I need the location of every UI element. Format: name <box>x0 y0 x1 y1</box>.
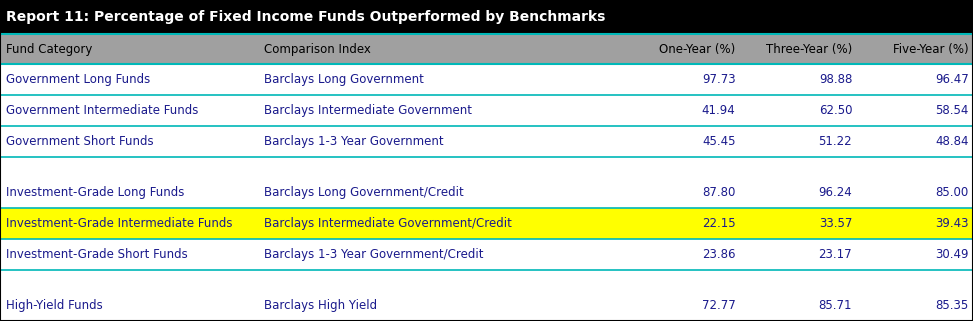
Text: Investment-Grade Short Funds: Investment-Grade Short Funds <box>6 248 188 261</box>
Text: Barclays Intermediate Government/Credit: Barclays Intermediate Government/Credit <box>264 217 512 230</box>
Text: Barclays Intermediate Government: Barclays Intermediate Government <box>264 104 472 117</box>
Text: 72.77: 72.77 <box>702 299 736 312</box>
Bar <box>0 157 973 177</box>
Text: 85.00: 85.00 <box>936 186 969 199</box>
Text: Comparison Index: Comparison Index <box>264 43 371 56</box>
Text: 33.57: 33.57 <box>819 217 852 230</box>
Text: 22.15: 22.15 <box>702 217 736 230</box>
Text: 23.17: 23.17 <box>818 248 852 261</box>
Text: Barclays Long Government/Credit: Barclays Long Government/Credit <box>264 186 463 199</box>
Text: Government Intermediate Funds: Government Intermediate Funds <box>6 104 198 117</box>
Text: Government Short Funds: Government Short Funds <box>6 134 154 148</box>
Text: Investment-Grade Long Funds: Investment-Grade Long Funds <box>6 186 184 199</box>
Text: Three-Year (%): Three-Year (%) <box>766 43 852 56</box>
Text: Barclays High Yield: Barclays High Yield <box>264 299 377 312</box>
Bar <box>0 270 973 290</box>
Text: 98.88: 98.88 <box>819 73 852 86</box>
Text: 30.49: 30.49 <box>935 248 969 261</box>
Text: 87.80: 87.80 <box>703 186 736 199</box>
Text: 48.84: 48.84 <box>935 134 969 148</box>
Bar <box>0 126 973 157</box>
Text: Investment-Grade Intermediate Funds: Investment-Grade Intermediate Funds <box>6 217 233 230</box>
Text: 85.71: 85.71 <box>818 299 852 312</box>
Text: 97.73: 97.73 <box>702 73 736 86</box>
Bar <box>0 239 973 270</box>
Text: 96.47: 96.47 <box>935 73 969 86</box>
Bar <box>0 208 973 239</box>
Text: 58.54: 58.54 <box>936 104 969 117</box>
Text: Barclays 1-3 Year Government/Credit: Barclays 1-3 Year Government/Credit <box>264 248 484 261</box>
Bar <box>0 290 973 321</box>
Text: 23.86: 23.86 <box>702 248 736 261</box>
Text: 51.22: 51.22 <box>818 134 852 148</box>
Text: Report 11: Percentage of Fixed Income Funds Outperformed by Benchmarks: Report 11: Percentage of Fixed Income Fu… <box>6 10 605 24</box>
Text: One-Year (%): One-Year (%) <box>660 43 736 56</box>
Bar <box>0 34 973 64</box>
Text: Barclays 1-3 Year Government: Barclays 1-3 Year Government <box>264 134 444 148</box>
Text: 41.94: 41.94 <box>702 104 736 117</box>
Text: 45.45: 45.45 <box>702 134 736 148</box>
Text: 39.43: 39.43 <box>935 217 969 230</box>
Text: High-Yield Funds: High-Yield Funds <box>6 299 103 312</box>
Bar <box>0 95 973 126</box>
Text: 85.35: 85.35 <box>936 299 969 312</box>
Text: Five-Year (%): Five-Year (%) <box>893 43 969 56</box>
Text: 96.24: 96.24 <box>818 186 852 199</box>
Bar <box>0 0 973 34</box>
Text: Government Long Funds: Government Long Funds <box>6 73 150 86</box>
Text: Barclays Long Government: Barclays Long Government <box>264 73 423 86</box>
Bar <box>0 177 973 208</box>
Text: Fund Category: Fund Category <box>6 43 92 56</box>
Bar <box>0 64 973 95</box>
Text: 62.50: 62.50 <box>818 104 852 117</box>
